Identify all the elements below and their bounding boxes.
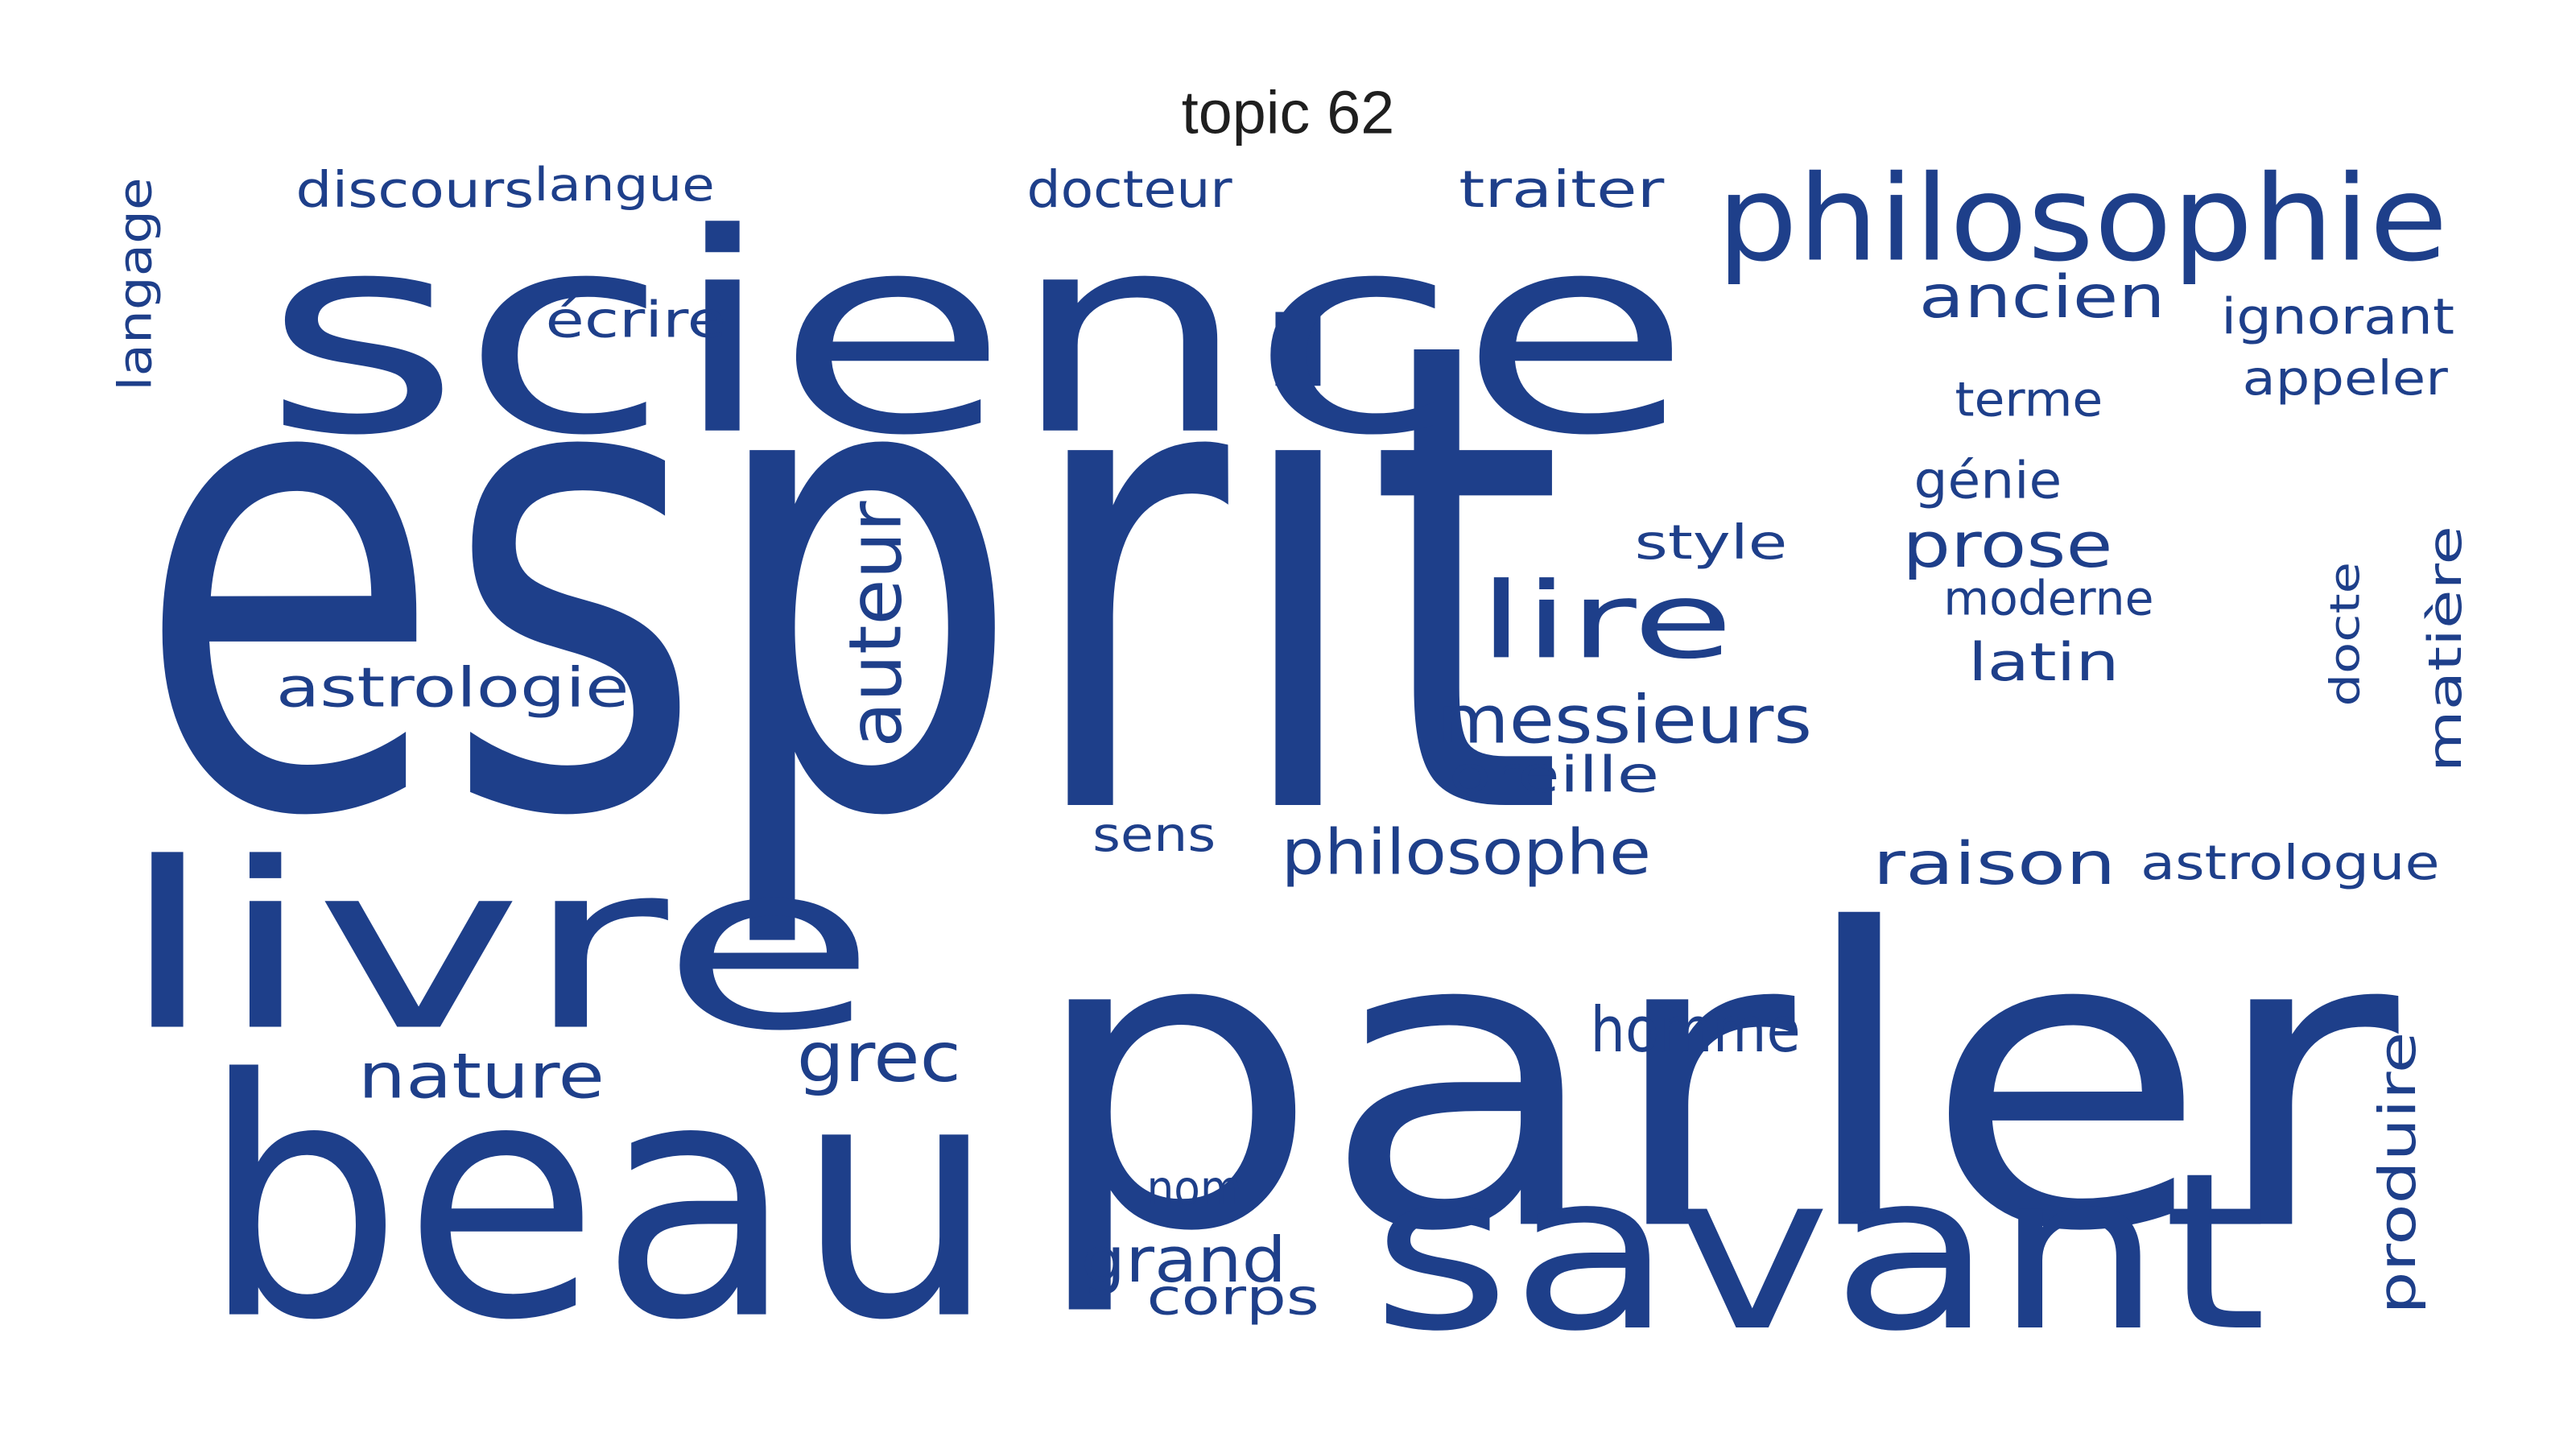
cloud-word: astrologue [2140, 835, 2439, 890]
cloud-word: ancien [1919, 263, 2165, 332]
cloud-word: ignorant [2221, 288, 2454, 345]
figure-title: topic 62 [1181, 78, 1395, 147]
cloud-word: homme [1590, 994, 1800, 1067]
cloud-word: science [263, 175, 1692, 496]
cloud-word: auteur [834, 501, 918, 747]
cloud-word: beau [200, 1010, 997, 1393]
cloud-word: style [1635, 514, 1788, 570]
cloud-word: discours [295, 162, 534, 219]
cloud-word: livre [118, 814, 877, 1081]
cloud-word: langage [109, 177, 163, 390]
cloud-word: oreille [1449, 747, 1659, 804]
cloud-word: philosophie [1717, 150, 2448, 287]
cloud-word: appeler [2243, 350, 2449, 406]
cloud-word: produire [2368, 1032, 2427, 1315]
cloud-word: docte [2322, 562, 2370, 707]
cloud-word: traiter [1459, 159, 1664, 219]
cloud-word: nature [358, 1040, 605, 1113]
cloud-word: messieurs [1438, 682, 1812, 758]
cloud-word: génie [1914, 450, 2062, 510]
cloud-word: moderne [1943, 570, 2153, 625]
cloud-word: prose [1902, 510, 2112, 582]
cloud-word: savant [1372, 1126, 2267, 1379]
cloud-word: philosophe [1282, 817, 1651, 890]
cloud-word: grand [1081, 1224, 1286, 1297]
cloud-word: écrire [546, 291, 726, 349]
cloud-word: grec [797, 1018, 961, 1098]
cloud-word: matière [2419, 526, 2472, 772]
cloud-word: raison [1873, 830, 2116, 898]
cloud-word: astrologie [276, 656, 630, 720]
cloud-word: esprit [134, 204, 1563, 959]
cloud-word: docteur [1026, 159, 1232, 219]
cloud-word: latin [1968, 632, 2120, 693]
cloud-word: nom [1146, 1160, 1241, 1216]
cloud-word: langue [534, 159, 714, 212]
cloud-word: sens [1092, 807, 1216, 862]
cloud-word: terme [1955, 371, 2103, 427]
cloud-word: parler [1026, 843, 2403, 1321]
cloud-word: lire [1479, 559, 1733, 682]
cloud-word: corps [1146, 1269, 1319, 1327]
